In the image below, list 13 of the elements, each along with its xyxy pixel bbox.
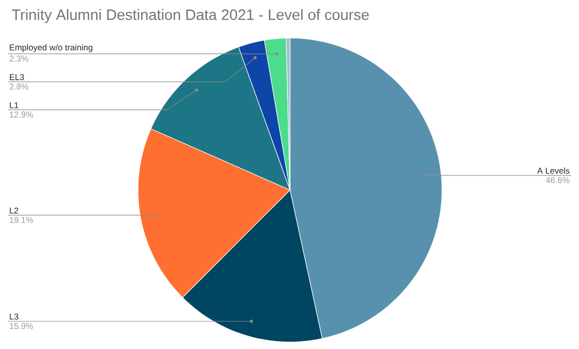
slice-label: L3 bbox=[10, 314, 18, 320]
data-label: 2.8% bbox=[10, 84, 28, 90]
data-label: 12.9% bbox=[10, 112, 34, 118]
slice-label: L2 bbox=[10, 208, 18, 214]
data-label: 15.9% bbox=[10, 322, 34, 329]
data-label: 2.3% bbox=[10, 56, 28, 62]
data-label: 46.6% bbox=[546, 177, 570, 184]
slice-label: Employed w/o training bbox=[10, 44, 92, 52]
slice-label: A Levels bbox=[537, 167, 570, 174]
slice-label: L1 bbox=[10, 102, 18, 108]
chart-title: Trinity Alumni Destination Data 2021 - Level of course bbox=[12, 9, 369, 23]
slice-label: EL3 bbox=[10, 74, 24, 80]
data-label: 19.1% bbox=[10, 216, 34, 223]
